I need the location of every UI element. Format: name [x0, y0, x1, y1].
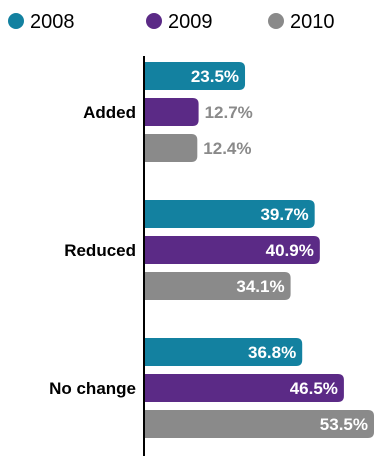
data-label-added-2008: 23.5%: [191, 67, 239, 86]
legend-marker-2010: [268, 13, 284, 29]
legend-marker-2009: [146, 13, 162, 29]
data-label-reduced-2008: 39.7%: [260, 205, 308, 224]
category-label-added: Added: [83, 103, 136, 122]
category-labels: Added Reduced No change: [49, 103, 136, 398]
bar-added-2009: [144, 98, 199, 126]
data-label-no-change-2008: 36.8%: [248, 343, 296, 362]
data-label-added-2010: 12.4%: [203, 139, 251, 158]
legend: 2008 2009 2010: [8, 11, 335, 33]
category-label-no-change: No change: [49, 379, 136, 398]
data-label-added-2009: 12.7%: [205, 103, 253, 122]
legend-marker-2008: [8, 13, 24, 29]
legend-label-2010: 2010: [290, 11, 335, 33]
category-label-reduced: Reduced: [64, 241, 136, 260]
data-label-no-change-2009: 46.5%: [290, 379, 338, 398]
legend-label-2008: 2008: [30, 11, 75, 33]
bars: 23.5% 12.7% 12.4% 39.7% 40.9% 34.1% 36.8% 46.5%…: [144, 62, 374, 438]
data-label-reduced-2010: 34.1%: [236, 277, 284, 296]
legend-label-2009: 2009: [168, 11, 213, 33]
data-label-reduced-2009: 40.9%: [266, 241, 314, 260]
data-label-no-change-2010: 53.5%: [320, 415, 368, 434]
bar-added-2010: [144, 134, 197, 162]
